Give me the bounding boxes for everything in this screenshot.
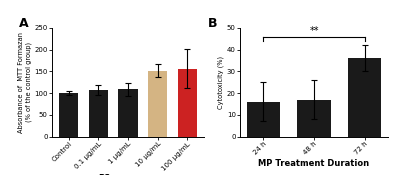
- Y-axis label: Absorbance of  MTT Formazan
(% of the control group): Absorbance of MTT Formazan (% of the con…: [18, 32, 32, 133]
- Bar: [59, 93, 78, 136]
- Y-axis label: Cytotoxicity (%): Cytotoxicity (%): [218, 56, 224, 109]
- X-axis label: PS-exposure: PS-exposure: [98, 174, 158, 175]
- Bar: [148, 71, 167, 136]
- Text: B: B: [208, 17, 217, 30]
- Bar: [348, 58, 381, 136]
- Bar: [247, 102, 280, 136]
- Bar: [298, 100, 330, 136]
- Bar: [178, 69, 197, 136]
- Text: A: A: [18, 17, 28, 30]
- Bar: [118, 89, 138, 136]
- X-axis label: MP Treatment Duration: MP Treatment Duration: [258, 159, 370, 168]
- Text: **: **: [309, 26, 319, 36]
- Bar: [89, 90, 108, 136]
